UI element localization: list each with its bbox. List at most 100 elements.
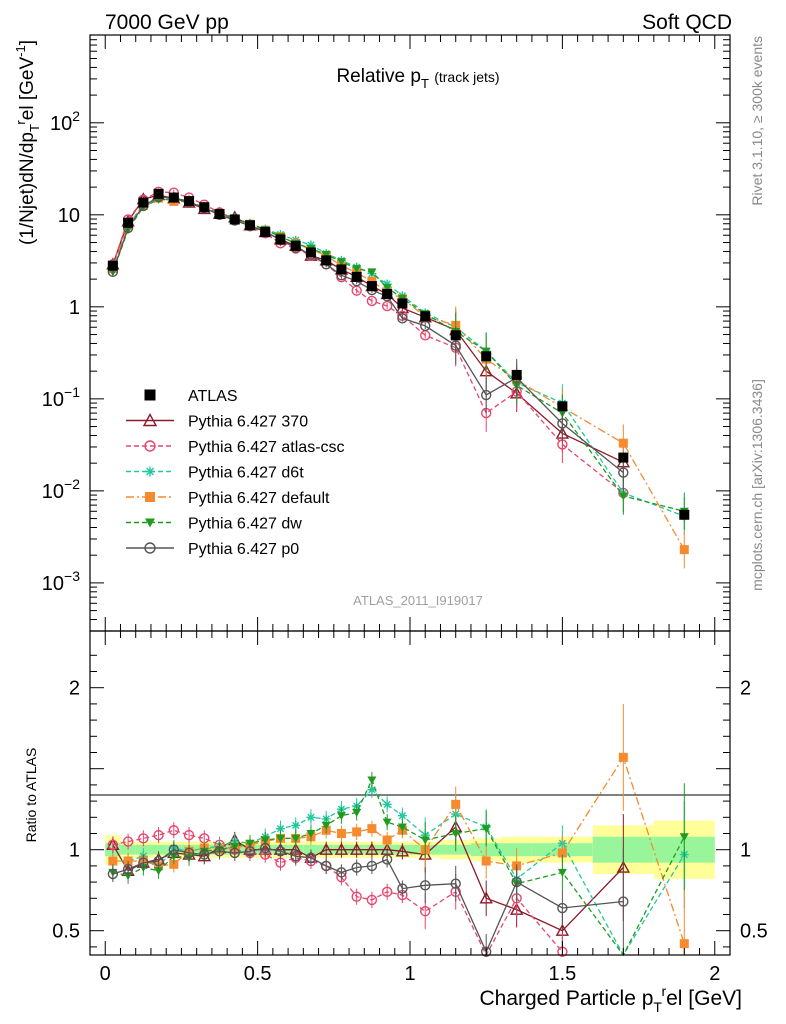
legend-entry: Pythia 6.427 p0 xyxy=(126,541,299,558)
legend-entry: Pythia 6.427 dw xyxy=(126,516,302,533)
data-point xyxy=(511,369,522,380)
data-point xyxy=(365,842,379,855)
data-point xyxy=(420,320,431,332)
main-y-tick-label: 10−3 xyxy=(42,568,80,595)
ratio-panel: 0.5 0.5 1 1 2 2 0 0.5 1 1.5 2 Ratio to ATLAS Char… xyxy=(23,35,768,1015)
data-point xyxy=(153,829,164,841)
data-point xyxy=(679,833,689,842)
data-point xyxy=(108,856,118,866)
legend-label: Pythia 6.427 370 xyxy=(188,414,308,431)
series-pythia-6-427-atlas-csc xyxy=(107,186,629,512)
data-point xyxy=(107,868,119,880)
legend-entry: Pythia 6.427 default xyxy=(126,490,330,507)
data-point xyxy=(367,776,377,785)
main-y-tick-label: 10 xyxy=(58,205,80,227)
data-point xyxy=(229,847,240,859)
ratio-y-axis-label: Ratio to ATLAS xyxy=(23,748,39,843)
data-point xyxy=(107,260,118,271)
data-point xyxy=(214,846,225,857)
data-point xyxy=(349,842,364,855)
data-point xyxy=(229,214,240,225)
data-point xyxy=(260,842,271,854)
series-atlas xyxy=(107,188,690,520)
legend-marker xyxy=(145,492,155,502)
data-point xyxy=(154,867,164,876)
data-point xyxy=(420,311,431,322)
mcplots-reference-label: mcplots.cern.ch [arXiv:1306.3436] xyxy=(749,379,765,591)
ratio-y-tick-label: 2 xyxy=(69,678,80,700)
data-point xyxy=(451,830,461,838)
data-point xyxy=(479,891,493,904)
data-point xyxy=(320,860,332,872)
data-point xyxy=(366,295,378,307)
header-process-label: Soft QCD xyxy=(642,11,732,34)
main-y-tick-label: 102 xyxy=(50,108,80,135)
data-point xyxy=(366,281,377,292)
data-point xyxy=(679,509,690,520)
data-point xyxy=(618,452,629,463)
data-point xyxy=(397,883,408,894)
data-point xyxy=(260,227,271,238)
ratio-y-tick-label: 1 xyxy=(69,840,80,862)
data-point xyxy=(367,824,377,834)
x-tick-label: 0 xyxy=(100,963,111,985)
data-point xyxy=(382,835,392,845)
data-point xyxy=(420,880,431,891)
data-point xyxy=(168,844,180,855)
data-point xyxy=(199,849,210,860)
x-tick-label: 0.5 xyxy=(244,963,272,985)
data-point xyxy=(351,891,362,902)
data-point xyxy=(618,438,628,448)
data-point xyxy=(305,852,317,863)
legend-marker xyxy=(145,466,155,477)
data-point xyxy=(336,812,346,821)
series-pythia-6-427-default xyxy=(108,193,689,569)
main-y-tick-label: 10−2 xyxy=(42,476,80,503)
data-point xyxy=(618,467,629,478)
data-point xyxy=(450,340,461,351)
data-point xyxy=(138,833,149,844)
legend-entry: ATLAS xyxy=(144,388,238,405)
ratio-y-tick-label-right: 2 xyxy=(740,678,751,700)
legend-marker xyxy=(142,413,158,427)
data-point xyxy=(184,196,195,207)
data-point xyxy=(450,330,461,341)
data-point xyxy=(153,855,164,867)
data-point xyxy=(397,823,407,832)
ratio-y-tick-label-right: 0.5 xyxy=(740,921,768,943)
data-point xyxy=(382,799,392,809)
legend-entry: Pythia 6.427 370 xyxy=(126,413,308,431)
ratio-y-axis-ticks: 0.5 0.5 1 1 2 2 xyxy=(52,654,768,948)
data-point xyxy=(381,854,393,865)
main-y-axis-ticks: 10−3 10−2 10−1 1 10 102 xyxy=(42,34,730,632)
main-y-axis-label: (1/Njet)dN/dpTrel [GeV-1] xyxy=(13,40,42,245)
data-point xyxy=(397,811,407,821)
main-y-tick-label: 10−1 xyxy=(42,384,80,411)
data-point xyxy=(291,834,301,843)
legend-marker xyxy=(145,518,155,528)
x-tick-label: 2 xyxy=(709,963,720,985)
series-pythia-6-427-d6t xyxy=(108,192,689,536)
data-point xyxy=(321,251,331,260)
data-point xyxy=(450,878,461,889)
data-point xyxy=(214,209,225,220)
data-point xyxy=(275,846,286,857)
series-pythia-6-427-p0 xyxy=(107,191,629,492)
legend-label: Pythia 6.427 default xyxy=(188,490,330,507)
legend-label: Pythia 6.427 d6t xyxy=(188,465,304,482)
data-point xyxy=(352,827,362,837)
data-point xyxy=(336,258,346,267)
data-point xyxy=(321,821,331,830)
data-point xyxy=(382,818,392,827)
legend: ATLAS Pythia 6.427 370 Pythia 6.427 atlas-… xyxy=(126,388,345,558)
legend-marker xyxy=(144,542,156,554)
data-point xyxy=(275,234,286,245)
data-point xyxy=(381,886,393,898)
data-point xyxy=(367,785,377,795)
data-point xyxy=(420,836,430,845)
data-point xyxy=(352,265,362,274)
data-point xyxy=(107,839,119,851)
data-point xyxy=(480,946,492,957)
band-inner-bin xyxy=(150,844,167,855)
ratio-plot-marks xyxy=(106,703,689,957)
